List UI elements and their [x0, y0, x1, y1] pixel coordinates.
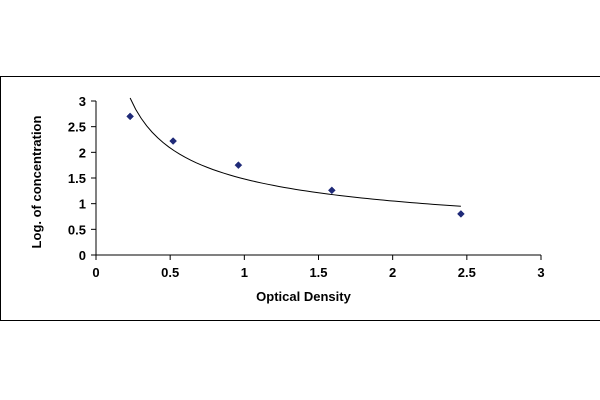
- ticks-layer: 0 0.5 1 1.5 2 2.5 3 0 0.5 1 1.5 2 2.5 3: [68, 94, 545, 280]
- y-axis-title: Log. of concentration: [29, 116, 44, 249]
- x-axis-title: Optical Density: [256, 289, 351, 304]
- chart-svg: 0 0.5 1 1.5 2 2.5 3 0 0.5 1 1.5 2 2.5 3 Optical Densi…: [29, 94, 545, 304]
- y-tick-label: 0.5: [68, 222, 86, 237]
- x-tick-label: 2: [389, 265, 396, 280]
- x-tick-label: 1.5: [309, 265, 327, 280]
- x-tick-label: 3: [537, 265, 544, 280]
- y-tick-label: 3: [79, 94, 86, 109]
- y-tick-label: 1: [79, 197, 86, 212]
- x-tick-label: 1: [241, 265, 248, 280]
- chart-frame: 0 0.5 1 1.5 2 2.5 3 0 0.5 1 1.5 2 2.5 3 Optical Densi…: [0, 76, 600, 321]
- data-point: [169, 137, 177, 145]
- data-point: [327, 186, 336, 195]
- axes-layer: [95, 101, 541, 256]
- data-point: [234, 161, 243, 170]
- x-tick-label: 2.5: [458, 265, 476, 280]
- x-tick-label: 0: [92, 265, 99, 280]
- data-point: [457, 210, 465, 218]
- y-tick-label: 2: [79, 145, 86, 160]
- trend-line: [129, 97, 461, 207]
- data-point: [126, 112, 134, 121]
- y-tick-label: 2.5: [68, 120, 86, 135]
- y-tick-label: 1.5: [68, 171, 86, 186]
- y-tick-label: 0: [79, 248, 86, 263]
- x-tick-label: 0.5: [161, 265, 179, 280]
- trend-layer: [129, 97, 461, 207]
- points-layer: [126, 112, 465, 218]
